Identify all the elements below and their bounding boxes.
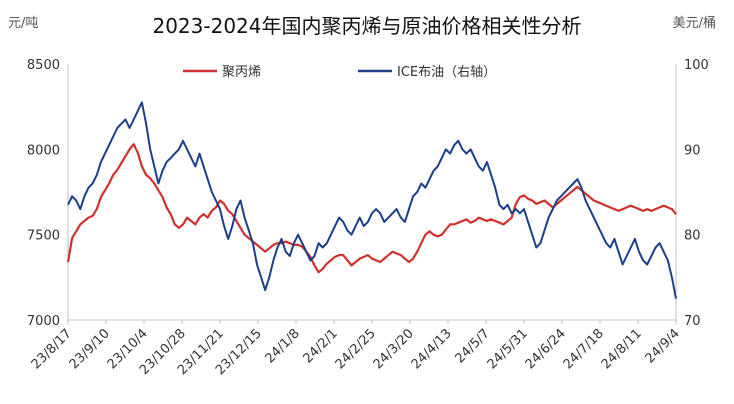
- series-line-pp: [66, 143, 677, 274]
- x-tick-label: 24/5/31: [485, 326, 531, 372]
- x-tick-label: 24/6/24: [523, 326, 569, 372]
- x-tick-label: 24/7/18: [561, 326, 607, 372]
- series-layer: [66, 101, 677, 299]
- left-y-ticks: 7000 7500 8000 8500: [27, 58, 60, 329]
- x-tick-label: 24/2/25: [333, 326, 379, 372]
- x-tick-label: 24/9/4: [643, 326, 683, 366]
- right-y-tick-label: 70: [684, 314, 701, 329]
- chart-title: 2023-2024年国内聚丙烯与原油价格相关性分析: [152, 14, 581, 38]
- x-ticks: 23/8/1723/9/1023/10/423/10/2823/11/2123/…: [29, 320, 683, 378]
- legend: 聚丙烯 ICE布油（右轴）: [183, 65, 496, 80]
- x-tick-label: 24/3/20: [371, 326, 417, 372]
- right-y-tick-label: 90: [684, 143, 701, 158]
- left-axis-unit: 元/吨: [8, 16, 38, 31]
- right-y-tick-label: 80: [684, 229, 701, 244]
- x-tick-label: 24/4/13: [409, 326, 455, 372]
- legend-label-brent: ICE布油（右轴）: [397, 65, 496, 80]
- x-tick-label: 24/8/11: [599, 326, 645, 372]
- left-y-tick-label: 8500: [27, 58, 60, 73]
- series-line-brent: [67, 101, 677, 299]
- left-y-tick-label: 7500: [27, 229, 60, 244]
- legend-label-pp: 聚丙烯: [222, 65, 261, 80]
- x-tick-label: 23/8/17: [29, 326, 75, 372]
- x-tick-label: 24/1/8: [263, 326, 303, 366]
- left-y-tick-label: 7000: [27, 314, 60, 329]
- right-axis-unit: 美元/桶: [673, 16, 716, 31]
- right-y-tick-label: 100: [684, 58, 709, 73]
- right-y-ticks: 70 80 90 100: [684, 58, 709, 329]
- left-y-tick-label: 8000: [27, 143, 60, 158]
- x-tick-label: 23/9/10: [67, 326, 113, 372]
